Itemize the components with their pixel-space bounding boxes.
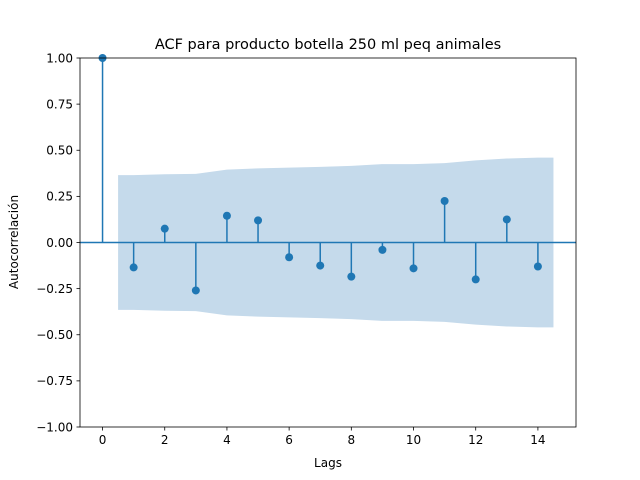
x-tick-label-4: 4 <box>223 433 231 447</box>
y-tick-label-0: −1.00 <box>36 420 73 434</box>
x-tick-label-6: 6 <box>285 433 293 447</box>
acf-point-lag-8 <box>347 272 356 281</box>
acf-point-lag-7 <box>316 261 325 270</box>
acf-point-lag-11 <box>440 196 449 205</box>
y-axis-title: Autocorrelación <box>7 195 21 289</box>
y-tick-label-2: −0.50 <box>36 328 73 342</box>
acf-point-lag-10 <box>409 264 418 273</box>
x-tick-label-0: 0 <box>99 433 107 447</box>
x-tick-label-10: 10 <box>406 433 421 447</box>
chart-title: ACF para producto botella 250 ml peq ani… <box>155 37 501 53</box>
acf-point-lag-13 <box>502 215 511 224</box>
acf-point-lag-3 <box>191 286 200 295</box>
acf-point-lag-9 <box>378 245 387 254</box>
y-tick-label-8: 1.00 <box>46 51 73 65</box>
acf-point-lag-4 <box>222 211 231 220</box>
y-tick-label-4: 0.00 <box>46 236 73 250</box>
acf-point-lag-1 <box>129 263 138 272</box>
acf-point-lag-5 <box>254 216 263 225</box>
acf-point-lag-14 <box>533 262 542 271</box>
plot-area: 0 2 4 6 8 10 12 14 −1.00 −0.75 −0.50 −0.25 0.00 0.25 0… <box>36 51 577 447</box>
acf-point-lag-2 <box>160 224 169 233</box>
acf-point-lag-6 <box>285 253 294 262</box>
y-tick-label-6: 0.50 <box>46 144 73 158</box>
x-tick-label-8: 8 <box>348 433 356 447</box>
x-tick-label-14: 14 <box>530 433 545 447</box>
y-tick-label-3: −0.25 <box>36 282 73 296</box>
acf-point-lag-12 <box>471 275 480 284</box>
y-tick-label-7: 0.75 <box>46 97 73 111</box>
x-tick-label-12: 12 <box>468 433 483 447</box>
x-tick-label-2: 2 <box>161 433 169 447</box>
y-tick-label-1: −0.75 <box>36 374 73 388</box>
y-tick-label-5: 0.25 <box>46 190 73 204</box>
x-axis-title: Lags <box>314 456 342 470</box>
